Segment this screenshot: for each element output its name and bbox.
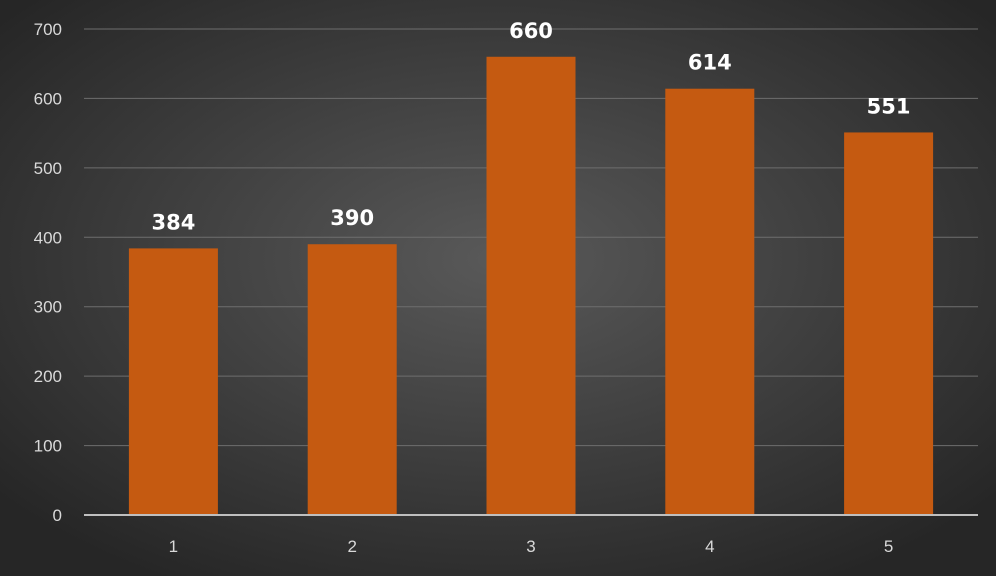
bar-4 [665,88,755,516]
y-tick-label: 100 [34,437,62,456]
x-tick-label: 3 [526,537,535,556]
data-label: 384 [151,210,195,234]
x-tick-label: 1 [169,537,178,556]
bar-5 [844,132,934,515]
x-tick-label: 4 [705,537,714,556]
labels: 0100200300400500600700384139026603614455… [34,19,911,556]
data-label: 660 [509,19,553,43]
x-tick-label: 2 [347,537,356,556]
data-label: 551 [867,94,911,118]
y-tick-label: 300 [34,298,62,317]
x-tick-label: 5 [884,537,893,556]
bar-3 [486,56,576,516]
data-label: 614 [688,51,732,75]
y-tick-label: 600 [34,89,62,108]
y-tick-label: 400 [34,228,62,247]
bar-1 [128,248,218,515]
bar-2 [307,244,397,515]
bars [128,56,934,516]
y-tick-label: 700 [34,20,62,39]
y-tick-label: 0 [53,506,62,525]
data-label: 390 [330,206,374,230]
y-tick-label: 200 [34,367,62,386]
y-tick-label: 500 [34,159,62,178]
